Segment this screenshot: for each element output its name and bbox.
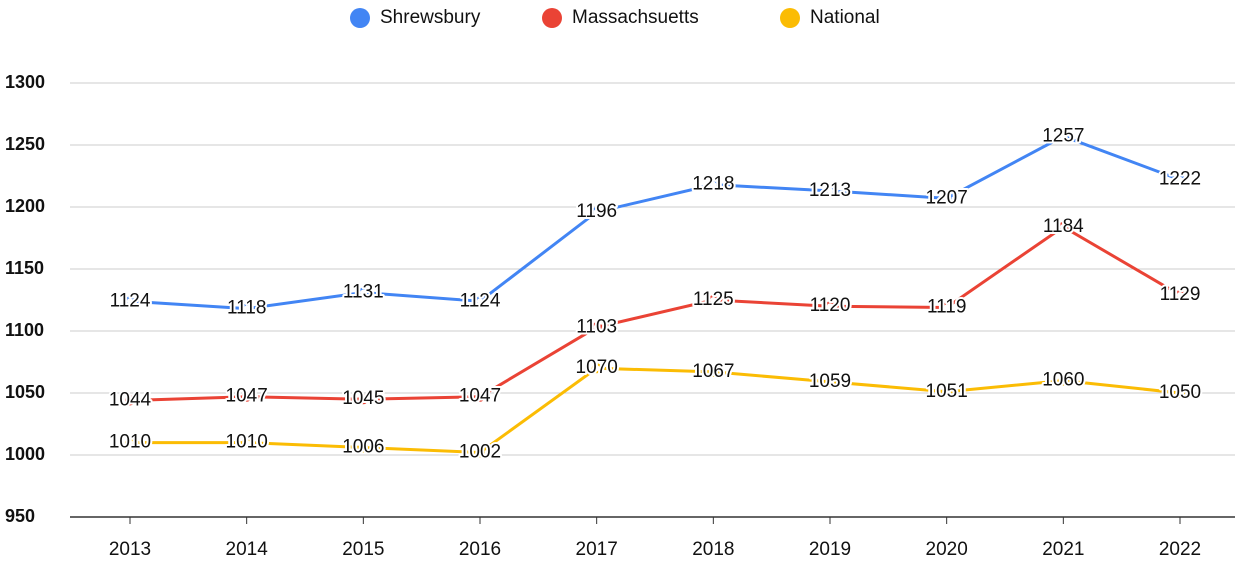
y-tick-label: 950 — [5, 506, 35, 526]
point — [591, 322, 602, 333]
y-tick-label: 1000 — [5, 444, 45, 464]
point — [941, 386, 952, 397]
data-label: 1010 — [226, 432, 268, 453]
data-label: 1051 — [926, 381, 968, 402]
x-tick-label: 2022 — [1159, 539, 1201, 560]
data-label: 1103 — [576, 316, 617, 337]
data-label: 1218 — [692, 174, 734, 195]
x-tick-label: 2015 — [342, 539, 384, 560]
point — [708, 179, 719, 190]
x-tick-label: 2021 — [1042, 539, 1084, 560]
y-tick-label: 1150 — [5, 258, 44, 278]
legend-marker — [542, 8, 562, 28]
point — [241, 303, 252, 314]
x-tick-label: 2017 — [576, 539, 618, 560]
series-line — [129, 134, 1181, 311]
legend-label: National — [810, 7, 880, 28]
series-line — [130, 366, 1181, 455]
data-label: 1125 — [693, 289, 734, 310]
y-tick-label: 1100 — [5, 320, 44, 340]
data-label: 1047 — [226, 386, 268, 407]
data-label: 1124 — [110, 290, 151, 311]
point — [825, 376, 835, 387]
x-tick-label: 2019 — [809, 539, 851, 560]
data-label: 1129 — [1160, 284, 1201, 305]
data-label: 1184 — [1043, 216, 1084, 237]
data-label: 1044 — [109, 389, 152, 410]
data-label: 1120 — [810, 295, 851, 316]
point — [475, 391, 485, 402]
x-tick-label: 2020 — [926, 539, 968, 560]
point — [241, 437, 252, 448]
x-tick-label: 2018 — [692, 539, 734, 560]
data-label: 1002 — [459, 442, 501, 463]
data-label: 1050 — [1159, 382, 1201, 403]
data-label: 1257 — [1042, 125, 1084, 146]
point — [825, 185, 835, 196]
point — [825, 301, 835, 312]
y-tick-label: 1300 — [5, 72, 45, 92]
data-label: 1060 — [1042, 370, 1084, 391]
data-label: 1196 — [576, 201, 617, 222]
data-label: 1131 — [343, 282, 384, 303]
point — [1058, 131, 1069, 142]
point — [591, 363, 602, 374]
point — [358, 287, 369, 298]
data-label: 1010 — [109, 432, 151, 453]
legend-label: Shrewsbury — [380, 7, 481, 28]
point — [475, 447, 485, 458]
data-label: 1047 — [459, 386, 501, 407]
data-label: 1119 — [927, 296, 966, 317]
point — [358, 442, 369, 453]
point — [941, 193, 952, 204]
x-tick-label: 2014 — [226, 539, 269, 560]
data-label: 1045 — [342, 388, 384, 409]
data-label: 1006 — [342, 437, 384, 458]
point — [241, 391, 252, 402]
point — [708, 295, 719, 305]
y-tick-label: 1200 — [5, 196, 45, 216]
data-label: 1207 — [926, 187, 968, 208]
legend-marker — [350, 8, 370, 28]
point — [1058, 375, 1069, 386]
point — [125, 395, 135, 406]
data-label: 1067 — [692, 361, 734, 382]
x-tick-label: 2016 — [459, 539, 501, 560]
point — [1175, 174, 1185, 185]
data-label: 1059 — [809, 371, 851, 392]
point — [1175, 388, 1185, 398]
point — [475, 296, 485, 307]
series-line — [129, 225, 1181, 402]
point — [941, 302, 952, 313]
data-label: 1118 — [227, 298, 266, 319]
point — [125, 437, 135, 448]
point — [358, 394, 369, 405]
legend-label: Massachsuetts — [572, 7, 699, 28]
legend-marker — [780, 8, 800, 28]
data-label: 1213 — [809, 180, 851, 201]
data-label: 1070 — [576, 357, 618, 378]
point — [1175, 290, 1185, 301]
data-label: 1124 — [460, 290, 501, 311]
x-tick-label: 2013 — [109, 539, 151, 560]
data-label: 1222 — [1159, 169, 1201, 190]
y-tick-label: 1050 — [5, 382, 45, 402]
y-tick-label: 1250 — [5, 134, 45, 154]
point — [125, 296, 135, 307]
point — [1058, 221, 1069, 232]
point — [708, 366, 719, 377]
point — [591, 206, 602, 217]
